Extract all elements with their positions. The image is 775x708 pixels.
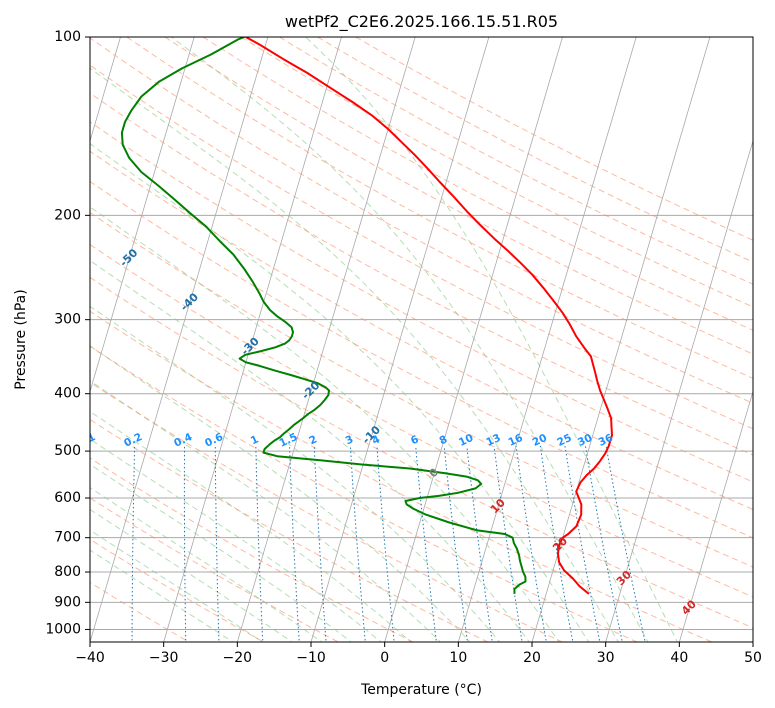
mixing-ratio-label: 10 xyxy=(457,432,475,449)
dry-adiabat-line xyxy=(90,457,415,642)
mixing-ratio-line xyxy=(466,445,493,642)
y-tick-label: 300 xyxy=(54,312,81,328)
x-tick-label: 50 xyxy=(744,650,762,666)
mixing-ratio-line xyxy=(493,445,523,642)
y-axis-label: Pressure (hPa) xyxy=(13,289,29,389)
dry-adiabat-line xyxy=(279,37,753,285)
x-tick-label: −40 xyxy=(75,650,105,666)
mixing-ratio-line xyxy=(605,445,646,642)
sounding-series xyxy=(120,37,613,595)
y-tick-label: 400 xyxy=(54,386,81,402)
isotherm-line xyxy=(90,37,195,393)
mixing-ratio-line xyxy=(564,445,601,642)
mixing-ratio-line xyxy=(539,445,574,642)
y-tick-label: 700 xyxy=(54,530,81,546)
x-axis-label: Temperature (°C) xyxy=(360,682,482,698)
mixing-ratio-label: 25 xyxy=(555,432,573,449)
y-axis-ticks: 100 200 300 400 500 600 700 800 900 1000 xyxy=(45,29,90,637)
y-tick-label: 500 xyxy=(54,443,81,459)
mixing-ratio-line xyxy=(183,445,187,642)
mixing-ratio-label: 13 xyxy=(484,432,502,449)
mixing-ratio-label: 20 xyxy=(531,432,549,449)
y-tick-label: 200 xyxy=(54,207,81,223)
temperature-line xyxy=(245,37,613,595)
mixing-ratio-line xyxy=(584,445,623,642)
y-tick-label: 100 xyxy=(54,29,81,45)
x-axis-ticks: −40 −30 −20 −10 0 10 20 30 40 50 xyxy=(75,642,762,666)
dry-adiabat-line xyxy=(90,243,753,598)
mixing-ratio-label: 36 xyxy=(597,432,615,449)
y-tick-label: 1000 xyxy=(45,621,81,637)
mixing-ratio-line xyxy=(349,445,366,642)
x-tick-label: 40 xyxy=(670,650,688,666)
mixing-ratio-label: 4 xyxy=(370,433,382,447)
y-tick-label: 600 xyxy=(54,490,81,506)
mixing-ratio-line xyxy=(131,445,136,642)
mixing-ratio-line xyxy=(376,445,395,642)
dry-adiabat-line xyxy=(90,180,753,539)
moist-adiabat-line xyxy=(90,67,619,642)
x-tick-label: 0 xyxy=(380,650,389,666)
dry-adiabat-line xyxy=(90,276,753,629)
dry-adiabat-line xyxy=(90,211,753,568)
mixing-ratio-line xyxy=(214,445,220,642)
x-tick-label: −10 xyxy=(296,650,326,666)
y-tick-label: 800 xyxy=(54,564,81,580)
mixing-ratio-lines xyxy=(131,445,646,642)
mixing-ratio-label: 3 xyxy=(344,433,356,447)
dry-adiabat-line xyxy=(240,37,753,308)
moist-adiabat-line xyxy=(305,37,678,642)
mixing-ratio-label: 8 xyxy=(438,433,450,447)
dry-adiabat-line xyxy=(202,37,753,331)
mixing-ratio-line xyxy=(255,445,264,642)
mixing-ratio-label: 1 xyxy=(249,433,261,447)
x-tick-label: −20 xyxy=(223,650,253,666)
dry-adiabat-line xyxy=(90,310,713,642)
mixing-ratio-label: 0.1 xyxy=(75,431,97,450)
chart-title: wetPf2_C2E6.2025.166.15.51.R05 xyxy=(285,12,558,32)
isobar-grid xyxy=(90,37,753,630)
mixing-ratio-label: 16 xyxy=(506,432,524,449)
x-tick-label: 20 xyxy=(523,650,541,666)
mixing-ratio-label: 30 xyxy=(576,432,594,449)
mixing-ratio-line xyxy=(415,445,437,642)
moist-adiabat-line xyxy=(171,37,649,642)
mixing-ratio-label: 2 xyxy=(307,433,319,447)
mixing-ratio-label: 6 xyxy=(409,433,421,447)
plot-frame xyxy=(89,36,754,643)
moist-adiabat-line xyxy=(90,345,471,642)
mixing-ratio-line xyxy=(313,445,327,642)
mixing-ratio-line xyxy=(289,445,300,642)
x-tick-label: −30 xyxy=(149,650,179,666)
x-tick-label: 10 xyxy=(449,650,467,666)
y-tick-label: 900 xyxy=(54,594,81,610)
dry-adiabat-line xyxy=(90,418,489,642)
dewpoint-line xyxy=(120,37,527,594)
mixing-ratio-line xyxy=(443,445,469,642)
x-tick-label: 30 xyxy=(597,650,615,666)
mixing-ratio-line xyxy=(515,445,547,642)
